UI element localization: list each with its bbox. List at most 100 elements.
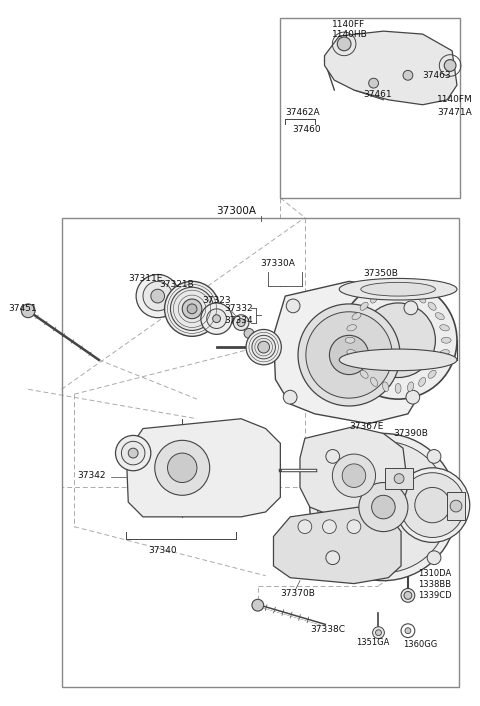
Circle shape (170, 287, 214, 330)
Circle shape (403, 71, 413, 80)
Circle shape (427, 551, 441, 565)
Text: 37323: 37323 (202, 297, 230, 306)
Text: 37338C: 37338C (310, 626, 345, 634)
Ellipse shape (428, 302, 436, 311)
Circle shape (21, 304, 35, 318)
Circle shape (252, 599, 264, 611)
Text: 37370B: 37370B (280, 589, 315, 598)
Ellipse shape (408, 382, 414, 392)
Circle shape (323, 520, 336, 534)
Text: 37300A: 37300A (216, 205, 257, 216)
Ellipse shape (408, 289, 414, 299)
Text: 37321B: 37321B (160, 280, 194, 289)
Circle shape (332, 454, 375, 497)
Circle shape (339, 282, 457, 399)
Text: 37340: 37340 (148, 546, 177, 555)
Circle shape (342, 464, 366, 487)
Circle shape (168, 453, 197, 482)
Ellipse shape (371, 378, 378, 386)
Circle shape (143, 282, 172, 311)
Circle shape (361, 303, 435, 378)
Circle shape (375, 630, 382, 635)
Circle shape (369, 78, 379, 88)
Text: 37330A: 37330A (261, 259, 296, 268)
Circle shape (406, 390, 420, 404)
Circle shape (155, 441, 210, 496)
Text: 1339CD: 1339CD (418, 591, 451, 600)
Bar (61, 217, 459, 687)
Circle shape (394, 474, 404, 484)
Circle shape (283, 390, 297, 404)
Circle shape (359, 482, 408, 532)
Ellipse shape (347, 349, 357, 356)
Circle shape (444, 59, 456, 71)
Circle shape (165, 282, 219, 336)
Text: 37311E: 37311E (128, 274, 163, 283)
Circle shape (207, 309, 227, 328)
Circle shape (298, 520, 312, 534)
Ellipse shape (360, 370, 368, 378)
Text: 37471A: 37471A (437, 108, 472, 117)
Circle shape (121, 441, 145, 465)
Circle shape (427, 450, 441, 463)
Circle shape (151, 289, 165, 303)
Text: 37463: 37463 (423, 71, 451, 80)
Circle shape (372, 627, 384, 638)
Ellipse shape (419, 294, 426, 303)
Polygon shape (300, 426, 408, 517)
Circle shape (136, 275, 180, 318)
Text: 37342: 37342 (77, 471, 106, 480)
Text: 1140FM: 1140FM (437, 95, 473, 104)
Ellipse shape (428, 370, 436, 378)
Polygon shape (274, 507, 401, 584)
Bar (447, 492, 465, 520)
Circle shape (450, 500, 462, 512)
Text: 37367E: 37367E (349, 422, 384, 431)
Circle shape (329, 335, 369, 375)
Text: 1310DA: 1310DA (418, 569, 451, 578)
Circle shape (401, 589, 415, 602)
Circle shape (400, 473, 465, 537)
Circle shape (372, 496, 395, 519)
Ellipse shape (360, 302, 368, 311)
Polygon shape (274, 282, 423, 424)
Ellipse shape (339, 278, 457, 300)
Ellipse shape (395, 287, 401, 297)
Ellipse shape (345, 337, 355, 343)
Ellipse shape (352, 313, 361, 320)
Text: 37332: 37332 (225, 304, 253, 313)
Circle shape (337, 37, 351, 51)
Circle shape (415, 487, 450, 522)
Ellipse shape (371, 294, 378, 303)
Circle shape (244, 328, 254, 338)
Text: 37461: 37461 (364, 90, 392, 100)
Circle shape (182, 299, 202, 318)
Ellipse shape (383, 382, 389, 392)
Circle shape (246, 330, 281, 365)
Circle shape (252, 335, 276, 359)
Circle shape (213, 315, 220, 323)
Ellipse shape (440, 349, 449, 356)
Text: 1140FF: 1140FF (332, 20, 365, 29)
Ellipse shape (435, 361, 444, 368)
Circle shape (233, 315, 249, 330)
Text: 37334: 37334 (225, 316, 253, 325)
Text: 37462A: 37462A (285, 108, 320, 117)
Circle shape (187, 304, 197, 313)
Text: 37350B: 37350B (364, 269, 399, 278)
Ellipse shape (440, 325, 449, 331)
Polygon shape (126, 419, 280, 517)
Bar (280, 18, 460, 198)
Ellipse shape (347, 325, 357, 331)
Circle shape (298, 304, 400, 406)
Bar (385, 468, 413, 489)
Circle shape (404, 301, 418, 315)
Ellipse shape (441, 337, 451, 343)
Ellipse shape (383, 289, 389, 299)
Ellipse shape (419, 378, 426, 386)
Circle shape (395, 468, 470, 542)
Circle shape (116, 436, 151, 471)
Circle shape (318, 441, 449, 573)
Text: 1351GA: 1351GA (356, 638, 389, 647)
Circle shape (326, 551, 340, 565)
